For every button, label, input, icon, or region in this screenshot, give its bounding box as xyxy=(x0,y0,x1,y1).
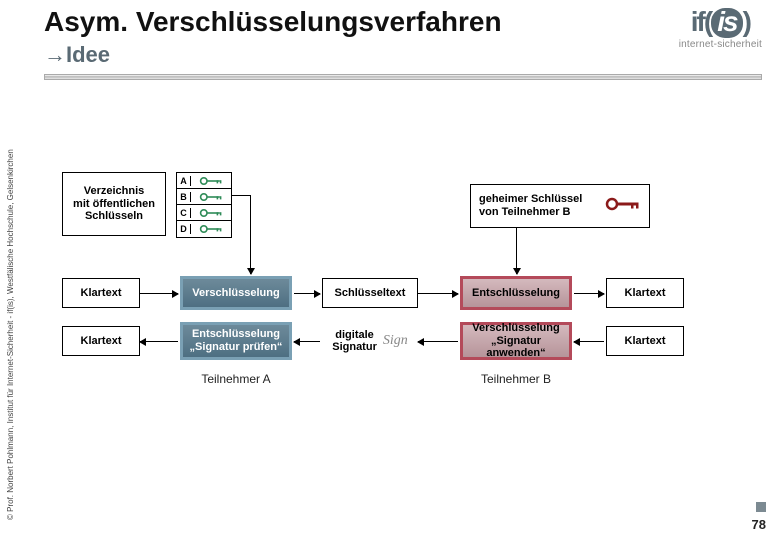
page-square-icon xyxy=(756,502,766,512)
decrypt-box: Entschlüsselung xyxy=(460,276,572,310)
plaintext-out-box-2: Klartext xyxy=(606,326,684,356)
key-icon xyxy=(605,196,641,216)
secret-key-box: geheimer Schlüssel von Teilnehmer B xyxy=(470,184,650,228)
key-id: A xyxy=(177,176,191,186)
directory-keys: A B C D xyxy=(176,172,232,238)
arrow-icon xyxy=(574,293,604,294)
logo-sub: internet-sicherheit xyxy=(679,40,762,50)
key-icon xyxy=(191,192,231,202)
arrow-icon xyxy=(140,293,178,294)
page-subtitle: →Idee xyxy=(44,42,110,68)
key-icon xyxy=(191,224,231,234)
arrow-icon xyxy=(574,341,604,342)
secret-key-label: geheimer Schlüssel von Teilnehmer B xyxy=(479,193,582,218)
sig-label-top: digitale xyxy=(335,329,374,341)
verify-box: Entschlüsselung „Signatur prüfen“ xyxy=(180,322,292,360)
copyright-text: © Prof. Norbert Pohlmann, Institut für I… xyxy=(6,149,15,520)
page-number: 78 xyxy=(752,517,766,532)
key-id: B xyxy=(177,192,191,202)
directory-label-box: Verzeichnis mit öffentlichen Schlüsseln xyxy=(62,172,166,236)
sign-box: Verschlüsselung „Signatur anwenden“ xyxy=(460,322,572,360)
encrypt-box: Verschlüsselung xyxy=(180,276,292,310)
arrow-icon xyxy=(516,228,517,274)
divider xyxy=(44,74,762,80)
logo: if(is) internet-sicherheit xyxy=(679,8,762,50)
participant-a-label: Teilnehmer A xyxy=(180,372,292,386)
plaintext-box: Klartext xyxy=(62,278,140,308)
arrow-icon xyxy=(294,293,320,294)
logo-if: if xyxy=(691,6,704,37)
key-id: D xyxy=(177,224,191,234)
arrow-icon xyxy=(140,341,178,342)
key-icon xyxy=(191,208,231,218)
participant-b-label: Teilnehmer B xyxy=(460,372,572,386)
plaintext-out-box: Klartext xyxy=(606,278,684,308)
page-title: Asym. Verschlüsselungsverfahren xyxy=(44,6,502,38)
key-id: C xyxy=(177,208,191,218)
arrow-icon xyxy=(250,195,251,274)
arrow-icon xyxy=(294,341,320,342)
arrow-icon xyxy=(418,341,458,342)
ciphertext-box: Schlüsseltext xyxy=(322,278,418,308)
key-icon xyxy=(191,176,231,186)
subtitle-text: Idee xyxy=(66,42,110,67)
key-row: A xyxy=(177,173,231,189)
key-row: D xyxy=(177,221,231,237)
arrow-icon xyxy=(418,293,458,294)
sig-label-bot: Signatur xyxy=(332,341,377,353)
key-row: C xyxy=(177,205,231,221)
arrow-icon: → xyxy=(44,42,66,67)
logo-is: is xyxy=(711,8,742,38)
connector xyxy=(232,195,250,196)
key-row: B xyxy=(177,189,231,205)
plaintext-box-2: Klartext xyxy=(62,326,140,356)
signature-icon: Sign xyxy=(383,333,408,349)
signature-box: digitale Signatur Sign xyxy=(322,324,418,358)
